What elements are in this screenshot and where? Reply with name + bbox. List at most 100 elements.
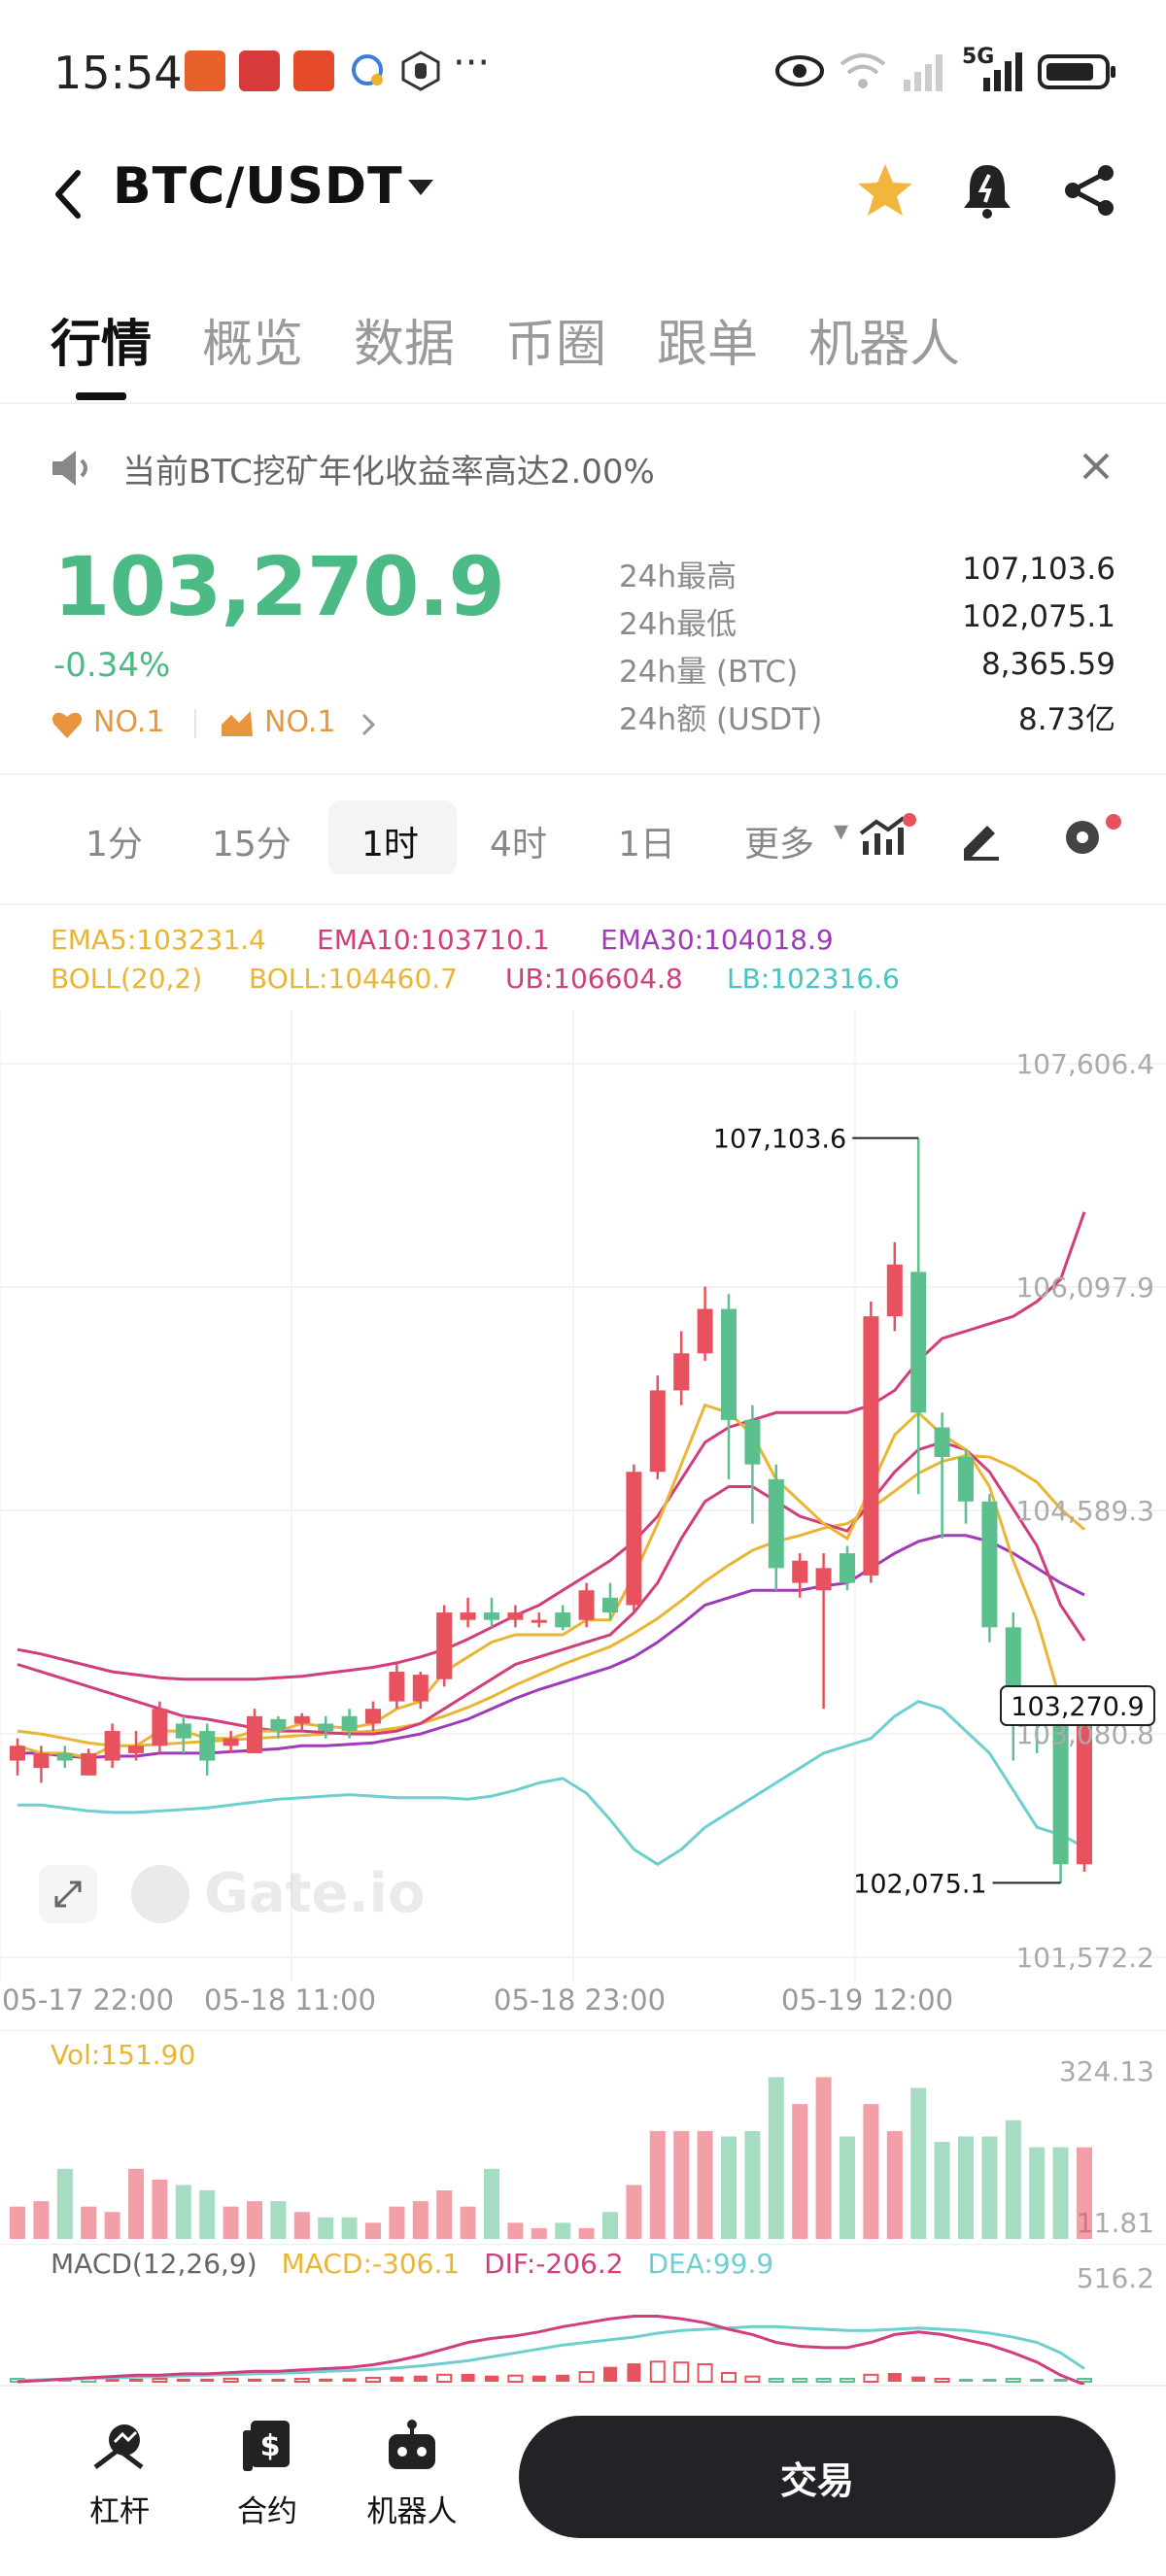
volume-bar [673,2130,690,2239]
tabs-divider [0,402,1166,404]
interval-more[interactable]: 更多 [744,825,815,864]
dif-value: DIF:-206.2 [484,2248,623,2280]
volume-chart[interactable]: Vol:151.90 324.13 11.81 [0,2030,1166,2244]
boll-lb-line [17,1699,1085,1867]
app-notification-icon [185,51,225,91]
contract-icon[interactable]: $ [241,2419,293,2475]
tab-overview[interactable]: 概览 [202,316,304,374]
robot-icon[interactable] [385,2419,439,2473]
nav-leverage[interactable]: 杠杆 [89,2494,150,2529]
macd-bar [887,2373,902,2382]
pair-dropdown-icon[interactable] [408,180,433,195]
macd-bar [365,2376,381,2383]
indicators-icon[interactable] [857,812,917,861]
macd-bar [627,2363,641,2382]
trend-rank-icon [222,711,253,736]
interval-15m[interactable]: 15分 [212,825,292,864]
watermark-text: Gate.io [204,1862,425,1925]
macd-bar [129,2379,143,2382]
interval-active-bg [328,800,457,874]
pair-title[interactable]: BTC/USDT [113,157,403,216]
volume-bar [815,2077,832,2239]
macd-bar [485,2375,498,2382]
candle [460,1597,476,1628]
back-arrow-icon[interactable] [49,165,87,223]
svg-text:$: $ [260,2429,281,2463]
macd-bar [200,2378,215,2382]
tab-community[interactable]: 币圈 [505,316,607,374]
volume-bar [602,2212,618,2239]
volume-bar [1077,2147,1092,2239]
boll-mid-legend: BOLL:104460.7 [249,963,458,995]
candle [863,1301,879,1583]
candle [815,1553,832,1710]
ema5-line [17,1403,1085,1760]
settings-gear-icon[interactable] [1061,812,1127,861]
share-icon[interactable] [1061,161,1119,220]
tab-data[interactable]: 数据 [354,316,456,374]
volume-bar [1005,2119,1021,2239]
expand-chart-button[interactable] [39,1865,97,1923]
announcement-text[interactable]: 当前BTC挖矿年化收益率高达2.00% [122,453,655,491]
speaker-icon [52,451,87,486]
macd-chart[interactable]: MACD(12,26,9) MACD:-306.1 DIF:-206.2 DEA… [0,2244,1166,2385]
ema30-legend: EMA30:104018.9 [600,924,834,956]
candle [531,1612,547,1628]
macd-bar [603,2366,617,2382]
macd-bar [840,2378,855,2383]
interval-1h[interactable]: 1时 [361,825,419,864]
leverage-icon[interactable] [91,2421,148,2475]
volume-bar [649,2130,666,2239]
nav-robot[interactable]: 机器人 [366,2494,458,2529]
close-announcement-icon[interactable] [1079,449,1114,484]
boll-lb-legend: LB:102316.6 [727,963,900,995]
y-label-4: 101,572.2 [1015,1942,1154,1974]
macd-title: MACD(12,26,9) [51,2248,257,2280]
nav-contract[interactable]: 合约 [237,2494,297,2529]
tab-copy-trade[interactable]: 跟单 [657,316,759,374]
interval-4h[interactable]: 4时 [490,825,547,864]
volume-bar [958,2136,974,2239]
candle [104,1723,120,1769]
x-label-0: 05-17 22:00 [2,1983,175,2017]
candlestick-chart[interactable]: Gate.io 107,606.4106,097.9104,589.3103,0… [0,1010,1166,1982]
rank-badge-1[interactable]: NO.1 [93,705,165,739]
trade-button[interactable]: 交易 [519,2416,1115,2538]
dea-value: DEA:99.9 [647,2248,773,2280]
favorite-star-icon[interactable] [855,161,915,220]
macd-bar [744,2375,761,2384]
volume-bar [10,2206,25,2239]
tab-market[interactable]: 行情 [51,316,153,374]
ema10-legend: EMA10:103710.1 [317,924,550,956]
rank-chevron-right-icon[interactable] [360,711,379,738]
candle [33,1746,50,1783]
candle [840,1545,855,1591]
price-change-percent: -0.34% [53,646,171,685]
macd-bar [792,2378,808,2383]
candle [365,1701,381,1732]
price-alert-icon[interactable] [960,161,1014,220]
candle [721,1294,737,1479]
rank-badge-2[interactable]: NO.1 [264,705,336,739]
candle [128,1731,144,1761]
macd-bar [934,2378,950,2383]
volume-bar [863,2104,879,2239]
volume-bar [744,2130,761,2239]
last-price-tag [1000,1685,1155,1727]
volume-bar [626,2185,642,2239]
last-price-tag-label: 103,270.9 [1011,1692,1144,1722]
macd-bar [461,2373,475,2382]
macd-bar [815,2378,832,2383]
interval-1d[interactable]: 1日 [618,825,675,864]
interval-1m[interactable]: 1分 [86,825,143,864]
tab-robot[interactable]: 机器人 [808,316,961,374]
y-label-2: 104,589.3 [1015,1495,1154,1527]
x-label-1: 05-18 11:00 [204,1983,377,2017]
interval-more-caret[interactable]: ▾ [834,814,849,848]
boll-legend: BOLL(20,2) [51,963,203,995]
stat-value-high: 107,103.6 [962,552,1115,587]
candle [744,1405,761,1524]
chat-notification-icon [348,51,389,91]
draw-tool-icon[interactable] [960,818,1003,861]
volume-bar [531,2227,547,2239]
